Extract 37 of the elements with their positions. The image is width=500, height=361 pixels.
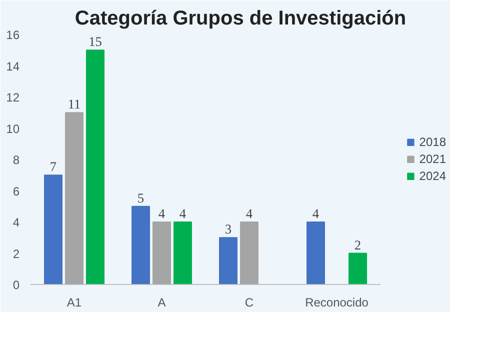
y-tick-label: 6 [12, 184, 20, 198]
bar [132, 206, 150, 284]
bar [44, 174, 62, 284]
bar [306, 222, 325, 284]
data-label: 3 [224, 222, 232, 237]
y-tick-label: 8 [12, 153, 20, 167]
x-tick-label: C [244, 296, 254, 310]
data-label: 4 [158, 206, 166, 221]
legend-label: 2024 [419, 169, 446, 183]
bar [348, 252, 367, 284]
data-label: 4 [246, 206, 253, 221]
y-tick-label: 12 [6, 90, 20, 104]
legend-label: 2021 [419, 152, 446, 166]
data-label: 2 [354, 237, 362, 252]
y-tick-label: 0 [12, 278, 20, 292]
y-tick-label: 4 [12, 216, 20, 230]
bar [174, 222, 192, 284]
x-tick-label: A1 [66, 296, 82, 310]
data-label: 11 [68, 96, 81, 112]
y-tick-label: 10 [6, 122, 20, 136]
data-label: 4 [179, 206, 186, 221]
data-label: 4 [312, 206, 320, 221]
data-label: 5 [137, 190, 144, 206]
y-tick-label: 14 [6, 59, 20, 74]
data-label: 7 [50, 159, 57, 174]
legend-label: 2018 [419, 135, 446, 149]
x-tick-label: Reconocido [305, 296, 369, 310]
bar [152, 222, 171, 284]
y-tick-label: 2 [12, 246, 20, 261]
bar [65, 112, 84, 284]
x-tick-label: A [158, 296, 166, 310]
data-label: 15 [88, 34, 102, 50]
y-tick-label: 16 [6, 28, 20, 42]
bar [219, 237, 238, 284]
chart-title: Categoría Grupos de Investigación [74, 8, 406, 30]
bar [240, 222, 258, 284]
bar [86, 50, 104, 284]
